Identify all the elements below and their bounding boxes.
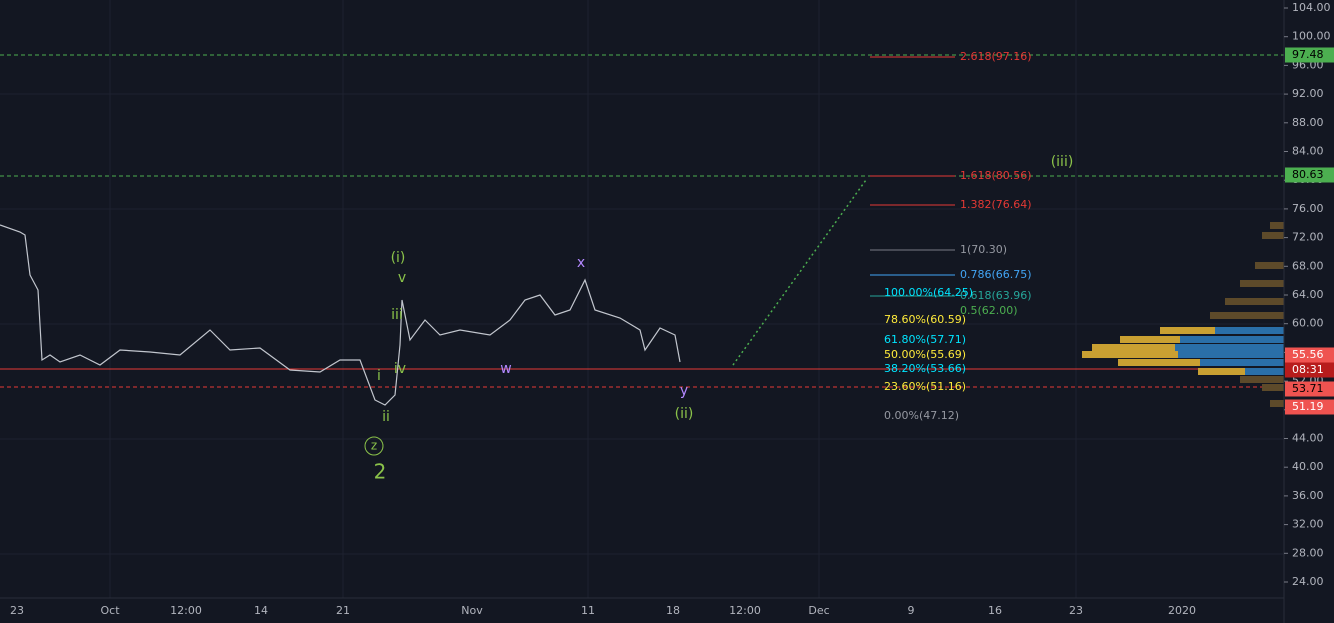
time-tick-label: 2020 xyxy=(1168,604,1196,617)
fib-label: 50.00%(55.69) xyxy=(884,348,966,361)
price-badge-label: 53.71 xyxy=(1292,382,1324,395)
price-badge xyxy=(1285,167,1334,183)
price-badge-label: 08:31 xyxy=(1292,363,1324,376)
wave-label: iv xyxy=(394,361,406,377)
wave-label: z xyxy=(371,439,377,453)
time-tick-label: 18 xyxy=(666,604,680,617)
wave-label: w xyxy=(500,361,511,377)
price-badge-label: 55.56 xyxy=(1292,348,1324,361)
wave-label: (ii) xyxy=(675,406,694,422)
price-tick-label: 64.00 xyxy=(1292,288,1324,301)
fib-label: 78.60%(60.59) xyxy=(884,313,966,326)
time-tick-label: Dec xyxy=(808,604,829,617)
time-tick-label: 14 xyxy=(254,604,268,617)
price-badge xyxy=(1285,362,1334,378)
wave-label: i xyxy=(377,368,381,384)
fib-label: 0.5(62.00) xyxy=(960,304,1018,317)
time-tick-label: 12:00 xyxy=(729,604,761,617)
price-badge-label: 97.48 xyxy=(1292,48,1324,61)
wave-label: (i) xyxy=(391,250,406,266)
fib-label: 0.786(66.75) xyxy=(960,268,1032,281)
price-tick-label: 104.00 xyxy=(1292,1,1331,14)
fib-extension-labels: 2.618(97.16) 1.618(80.56) 1.382(76.64) 1… xyxy=(960,50,1032,317)
price-tick-label: 36.00 xyxy=(1292,489,1324,502)
volume-profile xyxy=(1082,222,1284,407)
fib-label: 1(70.30) xyxy=(960,243,1007,256)
price-tick-label: 100.00 xyxy=(1292,30,1331,43)
wave-label: y xyxy=(680,383,688,399)
price-tick-label: 28.00 xyxy=(1292,546,1324,559)
time-axis: 23 Oct 12:00 14 21 Nov 11 18 12:00 Dec 9 16 23 2020 xyxy=(10,604,1196,617)
time-tick-label: 23 xyxy=(10,604,24,617)
price-tick-label: 40.00 xyxy=(1292,460,1324,473)
fib-label: 1.382(76.64) xyxy=(960,198,1032,211)
fib-label: 2.618(97.16) xyxy=(960,50,1032,63)
fib-label: 100.00%(64.25) xyxy=(884,286,973,299)
price-badges: 97.48 80.63 55.56 08:31 53.71 51.19 xyxy=(1285,47,1334,415)
time-tick-label: 21 xyxy=(336,604,350,617)
price-tick-label: 32.00 xyxy=(1292,518,1324,531)
time-tick-label: 9 xyxy=(908,604,915,617)
fib-label: 23.60%(51.16) xyxy=(884,380,966,393)
price-badge xyxy=(1285,347,1334,363)
time-tick-label: 11 xyxy=(581,604,595,617)
price-badge-label: 51.19 xyxy=(1292,400,1324,413)
price-series xyxy=(0,224,681,406)
price-tick-label: 88.00 xyxy=(1292,116,1324,129)
price-axis: 104.00100.0096.0092.0088.0084.0080.0076.… xyxy=(1284,1,1331,588)
wave-labels: (i) v iii iv i ii z 2 x w y (ii) (iii) xyxy=(364,154,1074,484)
fib-label: 0.00%(47.12) xyxy=(884,409,959,422)
time-tick-label: 16 xyxy=(988,604,1002,617)
wave-circle xyxy=(364,436,384,456)
price-badge xyxy=(1285,399,1334,415)
price-tick-label: 24.00 xyxy=(1292,575,1324,588)
fib-label: 1.618(80.56) xyxy=(960,169,1032,182)
fib-label: 38.20%(53.66) xyxy=(884,362,966,375)
price-tick-label: 76.00 xyxy=(1292,202,1324,215)
fib-label: 0.618(63.96) xyxy=(960,289,1032,302)
price-tick-label: 44.00 xyxy=(1292,432,1324,445)
projection-arrow xyxy=(732,179,867,366)
wave-label: 2 xyxy=(374,460,387,484)
price-badge xyxy=(1285,381,1334,397)
price-tick-label: 68.00 xyxy=(1292,259,1324,272)
wave-label: (iii) xyxy=(1051,154,1074,170)
time-tick-label: Nov xyxy=(461,604,483,617)
fib-label: 61.80%(57.71) xyxy=(884,333,966,346)
fib-retracement-labels: 100.00%(64.25) 78.60%(60.59) 61.80%(57.7… xyxy=(884,286,973,422)
wave-label: ii xyxy=(382,409,390,425)
wave-label: x xyxy=(577,255,585,271)
time-tick-label: 23 xyxy=(1069,604,1083,617)
wave-label: v xyxy=(398,270,406,286)
time-tick-label: Oct xyxy=(100,604,120,617)
price-tick-label: 60.00 xyxy=(1292,317,1324,330)
time-tick-label: 12:00 xyxy=(170,604,202,617)
price-badge-label: 80.63 xyxy=(1292,168,1324,181)
price-tick-label: 72.00 xyxy=(1292,231,1324,244)
wave-label: iii xyxy=(391,307,403,323)
price-tick-label: 92.00 xyxy=(1292,87,1324,100)
grid xyxy=(0,0,1284,598)
price-badge xyxy=(1285,47,1334,63)
price-tick-label: 84.00 xyxy=(1292,145,1324,158)
fib-lines xyxy=(870,56,955,297)
